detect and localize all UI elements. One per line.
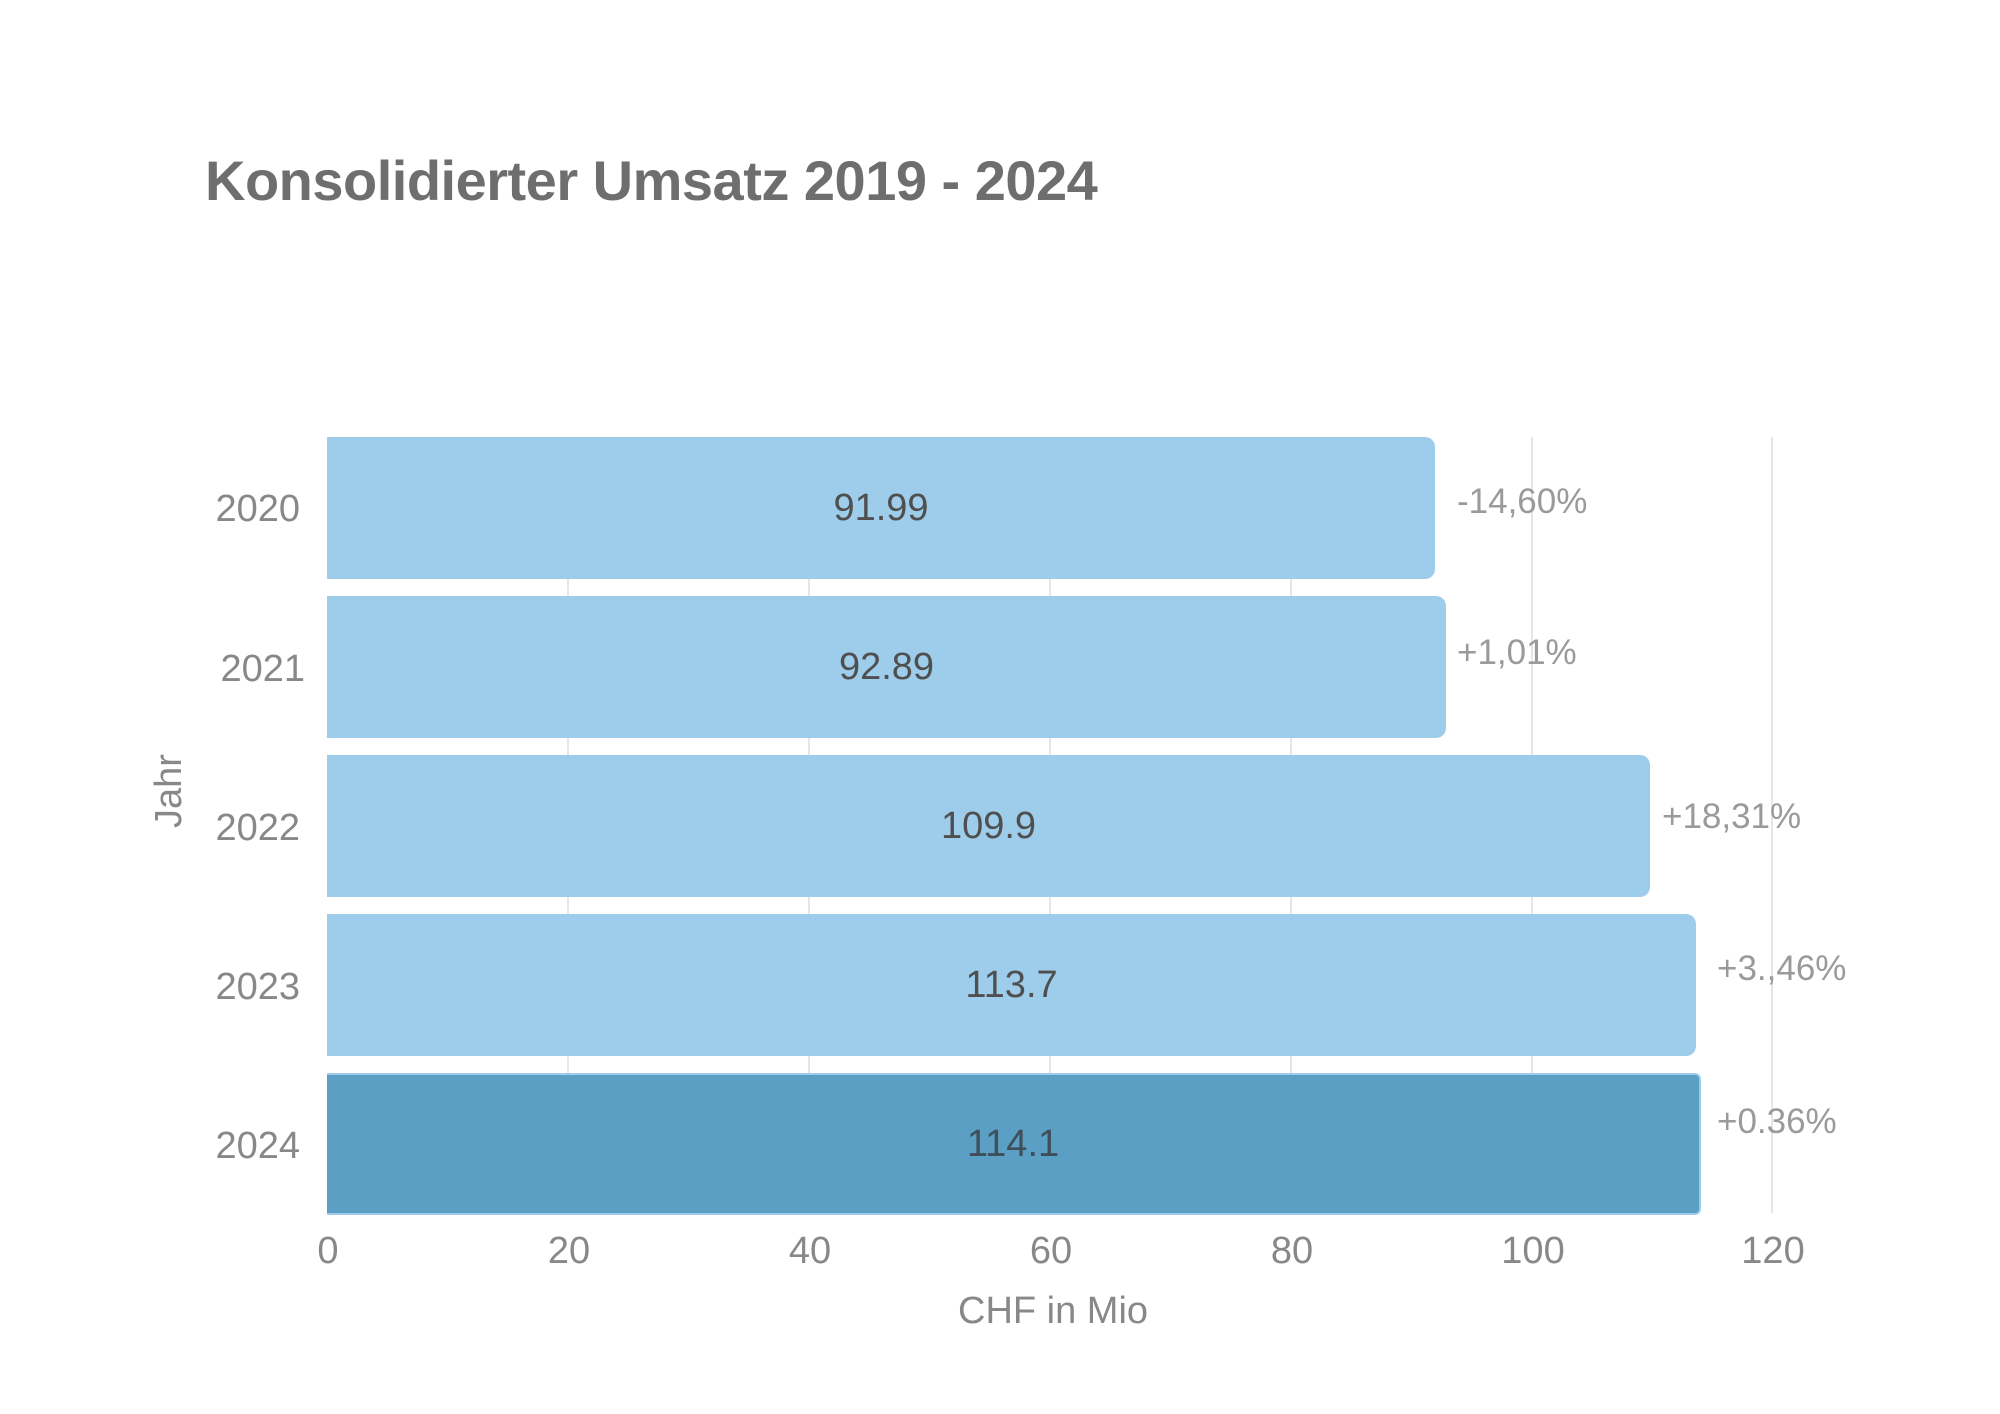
change-label-2021: +1,01% [1457, 633, 1577, 672]
bar-2021[interactable]: 92.89 [327, 596, 1446, 738]
bar-value: 91.99 [833, 486, 929, 529]
x-tick-40: 40 [788, 1230, 832, 1272]
y-tick-2021: 2021 [220, 648, 305, 690]
bar-value: 109.9 [940, 804, 1037, 847]
bar-value: 113.7 [965, 963, 1058, 1006]
bar-value: 114.1 [966, 1122, 1060, 1165]
bar-2024[interactable]: 114.1 [327, 1073, 1701, 1215]
x-tick-0: 0 [317, 1230, 339, 1272]
x-tick-20: 20 [547, 1230, 591, 1272]
x-axis-label: CHF in Mio [958, 1290, 1149, 1332]
x-tick-60: 60 [1029, 1230, 1073, 1272]
bar-2020[interactable]: 91.99 [327, 437, 1435, 579]
y-tick-2024: 2024 [215, 1125, 300, 1167]
change-label-2020: -14,60% [1457, 482, 1588, 521]
bar-2023[interactable]: 113.7 [327, 914, 1696, 1056]
change-label-2024: +0.36% [1717, 1102, 1837, 1141]
plot-area: 91.99 92.89 109.9 113.7 114.1 -14,60% +1… [327, 437, 1846, 1215]
x-tick-100: 100 [1501, 1230, 1565, 1272]
bar-value: 92.89 [838, 645, 935, 688]
chart-title: Konsolidierter Umsatz 2019 - 2024 [205, 149, 1098, 212]
gridline-120 [1771, 437, 1773, 1213]
x-tick-120: 120 [1741, 1230, 1805, 1272]
y-tick-2020: 2020 [215, 488, 300, 530]
y-tick-2023: 2023 [215, 966, 300, 1008]
x-tick-80: 80 [1270, 1230, 1314, 1272]
bar-2022[interactable]: 109.9 [327, 755, 1650, 897]
change-label-2023: +3.,46% [1717, 949, 1847, 988]
y-tick-2022: 2022 [215, 807, 300, 849]
change-label-2022: +18,31% [1662, 797, 1802, 836]
